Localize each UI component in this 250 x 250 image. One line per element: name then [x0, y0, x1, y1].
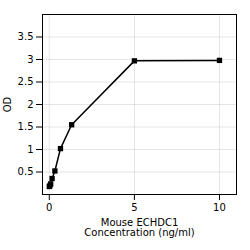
svg-text:1: 1 [27, 144, 33, 155]
svg-text:3.5: 3.5 [18, 31, 34, 42]
svg-text:2.5: 2.5 [18, 76, 34, 87]
svg-text:1.5: 1.5 [18, 121, 34, 132]
svg-text:2: 2 [27, 99, 33, 110]
svg-text:10: 10 [213, 202, 226, 213]
svg-text:5: 5 [131, 202, 137, 213]
svg-text:OD: OD [2, 96, 13, 112]
svg-text:3: 3 [27, 54, 33, 65]
svg-text:Mouse ECHDC1Concentration (ng/: Mouse ECHDC1Concentration (ng/ml) [84, 217, 194, 238]
svg-text:0.5: 0.5 [18, 166, 34, 177]
svg-text:0: 0 [46, 202, 52, 213]
